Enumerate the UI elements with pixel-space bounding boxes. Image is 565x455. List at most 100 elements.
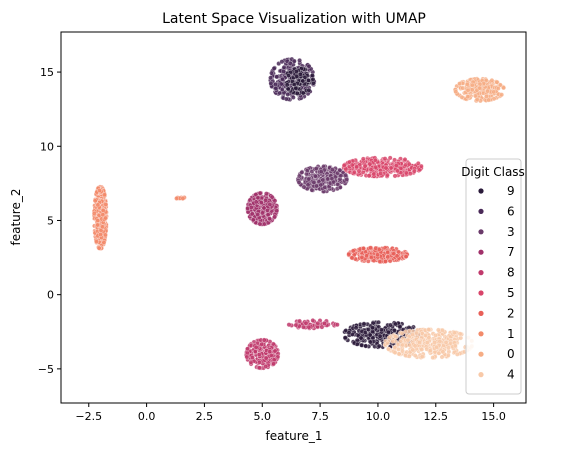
data-point <box>259 200 264 205</box>
data-point <box>407 328 412 334</box>
data-point <box>394 253 400 259</box>
data-point <box>501 85 506 91</box>
data-point <box>398 165 404 171</box>
data-point <box>273 85 279 91</box>
cluster-digit-1 <box>174 195 187 201</box>
data-point <box>427 348 433 354</box>
data-point <box>359 255 365 260</box>
data-point <box>304 168 310 173</box>
data-point <box>103 232 108 238</box>
data-point <box>300 78 306 84</box>
data-point <box>489 78 495 83</box>
plot-area <box>91 56 506 371</box>
legend: Digit Class 9 6 3 7 8 5 2 1 0 4 <box>461 158 525 395</box>
legend-label: 7 <box>507 245 515 259</box>
data-point <box>274 74 280 80</box>
data-point <box>361 246 366 251</box>
data-point <box>439 354 445 360</box>
data-point <box>494 79 500 85</box>
data-point <box>337 167 343 173</box>
data-point <box>342 335 348 341</box>
data-point <box>306 78 311 83</box>
legend-marker <box>478 290 484 296</box>
data-point <box>477 81 483 87</box>
data-point <box>306 87 312 93</box>
cluster-digit-5 <box>341 155 424 179</box>
data-point <box>319 324 325 330</box>
data-point <box>260 210 265 216</box>
data-point <box>424 340 430 345</box>
legend-marker <box>478 310 484 316</box>
data-point <box>318 169 324 175</box>
data-point <box>305 182 311 188</box>
cluster-digit-1 <box>91 184 109 251</box>
legend-label: 5 <box>507 286 515 300</box>
data-point <box>423 333 428 338</box>
legend-label: 2 <box>507 306 515 320</box>
cluster-digit-2 <box>346 245 410 264</box>
data-point <box>491 89 497 95</box>
data-point <box>354 164 360 170</box>
data-point <box>244 354 250 360</box>
data-point <box>94 239 99 245</box>
data-point <box>270 341 276 347</box>
data-point <box>103 215 108 221</box>
data-point <box>103 202 109 207</box>
legend-marker <box>478 351 484 357</box>
data-point <box>378 327 384 333</box>
data-point <box>349 162 355 168</box>
data-point <box>91 211 97 216</box>
data-point <box>248 205 254 210</box>
data-point <box>385 254 391 260</box>
data-point <box>406 161 412 167</box>
data-point <box>252 349 258 354</box>
legend-label: 9 <box>507 184 515 198</box>
data-point <box>301 184 307 190</box>
data-point <box>98 232 103 237</box>
data-point <box>362 163 368 169</box>
data-point <box>399 330 405 336</box>
data-point <box>257 190 263 196</box>
data-point <box>453 89 459 95</box>
data-point <box>495 86 501 91</box>
data-point <box>484 94 489 99</box>
data-point <box>102 192 107 198</box>
data-point <box>386 346 391 352</box>
cluster-digit-0 <box>453 76 506 104</box>
data-point <box>392 173 398 179</box>
y-axis-label: feature_2 <box>9 189 23 246</box>
data-point <box>362 330 368 335</box>
legend-marker <box>478 249 484 255</box>
data-point <box>261 337 267 343</box>
data-point <box>263 197 269 203</box>
data-point <box>318 182 324 188</box>
x-tick-label: 2.5 <box>196 410 214 423</box>
data-point <box>414 330 419 336</box>
x-tick-label: 0.0 <box>138 410 156 423</box>
data-point <box>410 332 415 337</box>
x-axis: −2.5 0.0 2.5 5.0 7.5 10.0 12.5 15.0 <box>75 403 506 423</box>
data-point <box>283 96 289 102</box>
data-point <box>297 173 302 179</box>
data-point <box>244 350 250 356</box>
data-point <box>407 342 412 348</box>
data-point <box>440 349 446 355</box>
data-point <box>272 348 278 354</box>
data-point <box>393 321 398 327</box>
data-point <box>407 171 413 176</box>
data-point <box>400 348 405 354</box>
legend-title: Digit Class <box>461 165 525 179</box>
data-point <box>361 321 367 327</box>
data-point <box>281 64 287 70</box>
legend-label: 0 <box>507 347 515 361</box>
data-point <box>368 245 373 251</box>
data-point <box>452 330 457 336</box>
data-point <box>388 165 394 171</box>
y-tick-label: −5 <box>38 363 54 376</box>
data-point <box>269 194 275 200</box>
data-point <box>346 251 352 257</box>
data-point <box>392 328 397 333</box>
data-point <box>388 322 393 328</box>
data-point <box>100 224 105 230</box>
cluster-digit-7 <box>245 190 280 227</box>
